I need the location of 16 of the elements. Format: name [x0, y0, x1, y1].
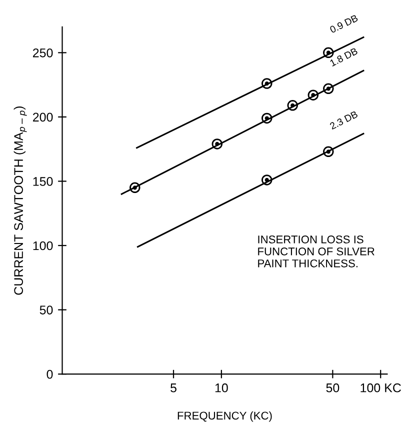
x-tick-label: 50 [326, 383, 340, 392]
y-tick-label: 50 [40, 306, 53, 314]
y-tick-label: 0 [46, 370, 53, 379]
annotation: INSERTION LOSS IS FUNCTION OF SILVER PAINT THICKNESS. [258, 236, 374, 268]
y-axis-title: CURRENT SAWTOOTH (MA$_{p−p}$) [14, 106, 27, 295]
y-tick-label: 250 [33, 48, 53, 58]
x-axis-title: FREQUENCY (KC) [178, 411, 272, 422]
text: 2.3 DB [329, 110, 358, 130]
y-tick-label: 200 [33, 112, 53, 122]
y-tick-label: 150 [33, 177, 53, 186]
y-tick-label: 100 [33, 241, 53, 250]
x-tick-label: 100 KC [360, 383, 401, 392]
x-tick-label: 5 [170, 384, 176, 392]
x-tick-label: 10 [215, 383, 228, 392]
text: 1.8 DB [330, 47, 358, 67]
text: 0.9 DB [329, 14, 358, 34]
